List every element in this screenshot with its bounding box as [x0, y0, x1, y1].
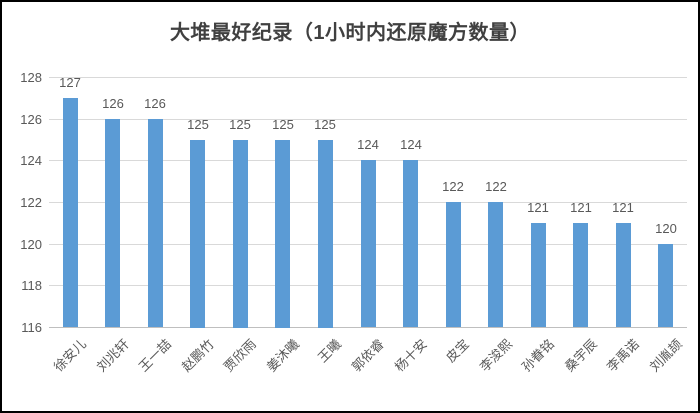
bar-value-label: 125 — [272, 117, 294, 132]
x-axis-label: 杨十安 — [391, 336, 430, 375]
y-axis-tick-label: 116 — [21, 320, 42, 335]
y-axis-tick-label: 120 — [20, 237, 42, 252]
chart-title: 大堆最好纪录（1小时内还原魔方数量） — [169, 22, 531, 44]
x-axis-label: 贾欣雨 — [221, 336, 260, 375]
x-axis-label: 赵鹏竹 — [178, 336, 217, 375]
x-axis-label: 姜沐曦 — [263, 336, 302, 375]
bar — [361, 160, 376, 327]
gridline — [49, 119, 687, 120]
bar-value-label: 121 — [570, 200, 592, 215]
bar-value-label: 121 — [612, 200, 634, 215]
x-axis-label: 王一喆 — [136, 336, 175, 375]
y-axis-tick-label: 118 — [21, 278, 42, 293]
x-axis-label: 李浚熙 — [476, 336, 515, 375]
bar-value-label: 125 — [314, 117, 336, 132]
y-axis-tick-label: 124 — [20, 153, 42, 168]
x-axis-label: 王曦 — [315, 336, 345, 366]
y-axis-tick-label: 126 — [20, 112, 42, 127]
bar — [488, 202, 503, 327]
x-axis-label: 李禹诺 — [603, 336, 643, 375]
bar-value-label: 126 — [144, 96, 166, 111]
bar-value-label: 124 — [357, 137, 379, 152]
bar-value-label: 120 — [655, 221, 677, 236]
bar — [148, 119, 163, 327]
bar — [658, 244, 673, 327]
x-axis-label: 皮宝 — [442, 336, 472, 366]
x-axis-label: 徐安儿 — [50, 336, 90, 375]
x-axis-label: 郭依睿 — [348, 336, 387, 375]
bar — [403, 160, 418, 327]
x-axis-label: 刘兆轩 — [93, 336, 132, 375]
bar — [63, 98, 78, 327]
bar — [318, 140, 333, 328]
bar-value-label: 127 — [59, 75, 81, 90]
bar-value-label: 125 — [187, 117, 209, 132]
x-axis-line — [49, 327, 687, 328]
y-axis-tick-label: 122 — [20, 195, 42, 210]
bar — [105, 119, 120, 327]
bar-value-label: 126 — [102, 96, 124, 111]
bar-value-label: 122 — [442, 179, 464, 194]
bar — [233, 140, 248, 328]
bar — [616, 223, 631, 327]
bar — [573, 223, 588, 327]
bar-value-label: 124 — [400, 137, 422, 152]
bar — [275, 140, 290, 328]
bar-value-label: 122 — [485, 179, 507, 194]
x-axis-label: 桑宇辰 — [561, 336, 600, 375]
x-axis-label: 刘胤颉 — [646, 336, 685, 375]
bar-value-label: 125 — [229, 117, 251, 132]
gridline — [49, 77, 687, 78]
y-axis-tick-label: 128 — [20, 70, 42, 85]
bar — [190, 140, 205, 328]
bar — [446, 202, 461, 327]
bar-value-label: 121 — [527, 200, 549, 215]
x-axis-label: 孙眷铭 — [518, 336, 558, 375]
bar — [531, 223, 546, 327]
